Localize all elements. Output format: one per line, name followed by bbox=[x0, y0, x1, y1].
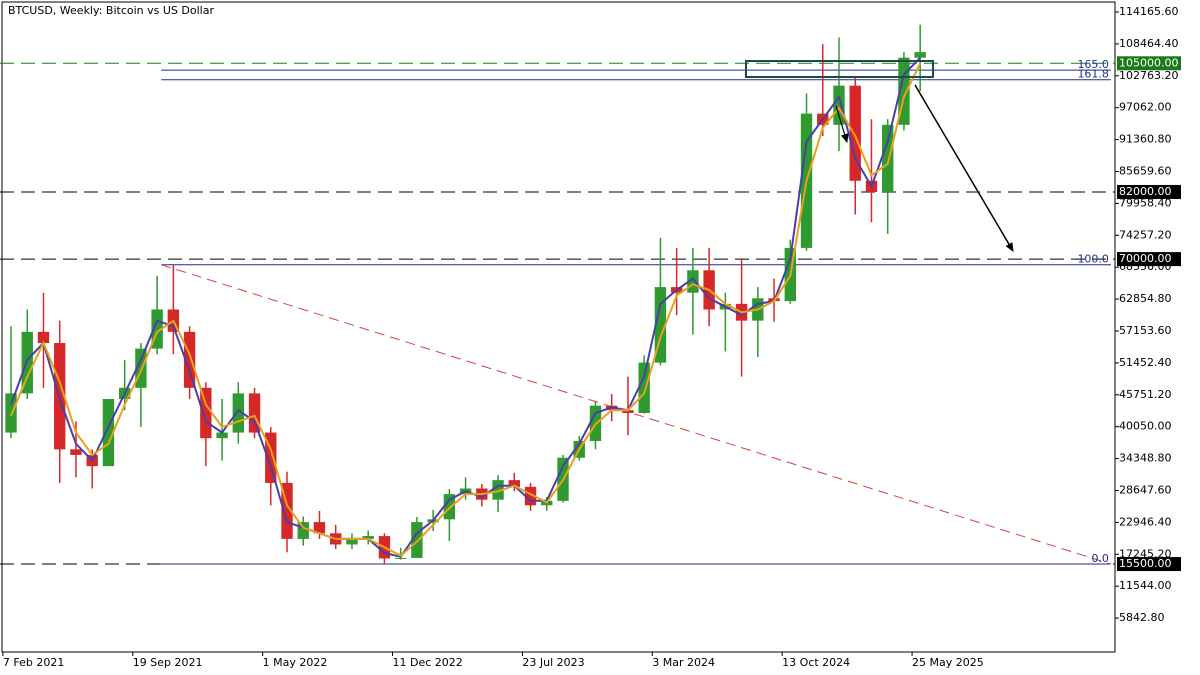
candle-body bbox=[654, 287, 667, 363]
candle-body bbox=[102, 398, 115, 467]
y-tick-label: 62854.80 bbox=[1119, 292, 1172, 305]
y-tick-label: 114165.60 bbox=[1119, 5, 1179, 18]
level-label-bg bbox=[1117, 557, 1181, 572]
fib-label: 161.8 bbox=[1077, 68, 1109, 81]
y-tick-label: 74257.20 bbox=[1119, 228, 1172, 241]
candle-body bbox=[508, 480, 520, 487]
candle-body bbox=[5, 393, 17, 433]
candle-body bbox=[248, 393, 261, 433]
candle-body bbox=[265, 432, 277, 483]
y-tick-label: 108464.40 bbox=[1119, 37, 1179, 50]
fib-label: 0.0 bbox=[1091, 552, 1109, 565]
candle-body bbox=[492, 480, 504, 500]
candle-body bbox=[362, 536, 374, 539]
level-label-bg bbox=[1117, 252, 1181, 267]
candle-body bbox=[622, 410, 634, 413]
candle-body bbox=[297, 522, 309, 539]
x-tick-label: 25 May 2025 bbox=[912, 656, 984, 669]
candle-body bbox=[151, 309, 163, 349]
y-tick-label: 79958.40 bbox=[1119, 196, 1172, 209]
fib-label: 100.0 bbox=[1077, 253, 1109, 266]
y-tick-label: 5842.80 bbox=[1119, 611, 1165, 624]
y-tick-label: 102763.20 bbox=[1119, 69, 1179, 82]
candle-body bbox=[232, 393, 244, 433]
level-label: 82000.00 bbox=[1119, 185, 1172, 198]
resistance-zone bbox=[745, 60, 934, 78]
level-label: 70000.00 bbox=[1119, 252, 1172, 265]
y-tick-label: 40050.00 bbox=[1119, 420, 1172, 433]
y-tick-label: 97062.00 bbox=[1119, 101, 1172, 114]
y-tick-label: 57153.60 bbox=[1119, 324, 1172, 337]
level-label-bg bbox=[1117, 184, 1181, 199]
candle-body bbox=[346, 538, 358, 545]
candle-body bbox=[135, 348, 147, 388]
candle-body bbox=[70, 449, 82, 455]
y-tick-label: 85659.60 bbox=[1119, 164, 1172, 177]
level-label: 105000.00 bbox=[1119, 56, 1179, 69]
candle-body bbox=[443, 494, 456, 520]
trendline bbox=[161, 264, 1112, 565]
candle-body bbox=[882, 124, 894, 192]
x-tick-label: 11 Dec 2022 bbox=[393, 656, 463, 669]
candle-body bbox=[216, 432, 228, 439]
candle-body bbox=[914, 52, 926, 58]
candle-body bbox=[313, 522, 326, 534]
y-tick-label: 22946.40 bbox=[1119, 515, 1172, 528]
moving-average bbox=[10, 62, 922, 557]
forecast-arrow bbox=[914, 84, 1014, 252]
y-tick-label: 91360.80 bbox=[1119, 133, 1172, 146]
candle-body bbox=[833, 85, 845, 125]
plot-layer bbox=[0, 24, 1115, 565]
x-tick-label: 19 Sep 2021 bbox=[133, 656, 203, 669]
moving-average bbox=[10, 57, 921, 558]
candle-body bbox=[37, 331, 50, 344]
x-tick-label: 13 Oct 2024 bbox=[782, 656, 850, 669]
candle-body bbox=[394, 557, 407, 559]
candle-body bbox=[183, 331, 196, 388]
chart-title: BTCUSD, Weekly: Bitcoin vs US Dollar bbox=[8, 4, 214, 17]
candle-body bbox=[411, 522, 423, 558]
candle-body bbox=[281, 482, 293, 539]
y-tick-label: 51452.40 bbox=[1119, 356, 1172, 369]
candle-body bbox=[898, 57, 910, 125]
level-label-bg bbox=[1117, 56, 1181, 71]
x-tick-label: 3 Mar 2024 bbox=[652, 656, 715, 669]
candle-body bbox=[687, 270, 699, 293]
candle-body bbox=[638, 362, 650, 413]
y-tick-label: 28647.60 bbox=[1119, 483, 1172, 496]
x-tick-label: 23 Jul 2023 bbox=[522, 656, 584, 669]
candle-body bbox=[849, 85, 861, 181]
fib-label: 165.0 bbox=[1077, 58, 1109, 71]
x-tick-label: 7 Feb 2021 bbox=[3, 656, 64, 669]
x-tick-label: 1 May 2022 bbox=[263, 656, 328, 669]
y-tick-label: 17245.20 bbox=[1119, 547, 1172, 560]
arrow bbox=[835, 105, 849, 143]
candle-body bbox=[200, 387, 212, 439]
candle-body bbox=[524, 486, 537, 506]
y-tick-label: 45751.20 bbox=[1119, 388, 1172, 401]
level-label: 15500.00 bbox=[1119, 557, 1172, 570]
y-tick-label: 34348.80 bbox=[1119, 452, 1172, 465]
y-tick-label: 11544.00 bbox=[1119, 579, 1172, 592]
